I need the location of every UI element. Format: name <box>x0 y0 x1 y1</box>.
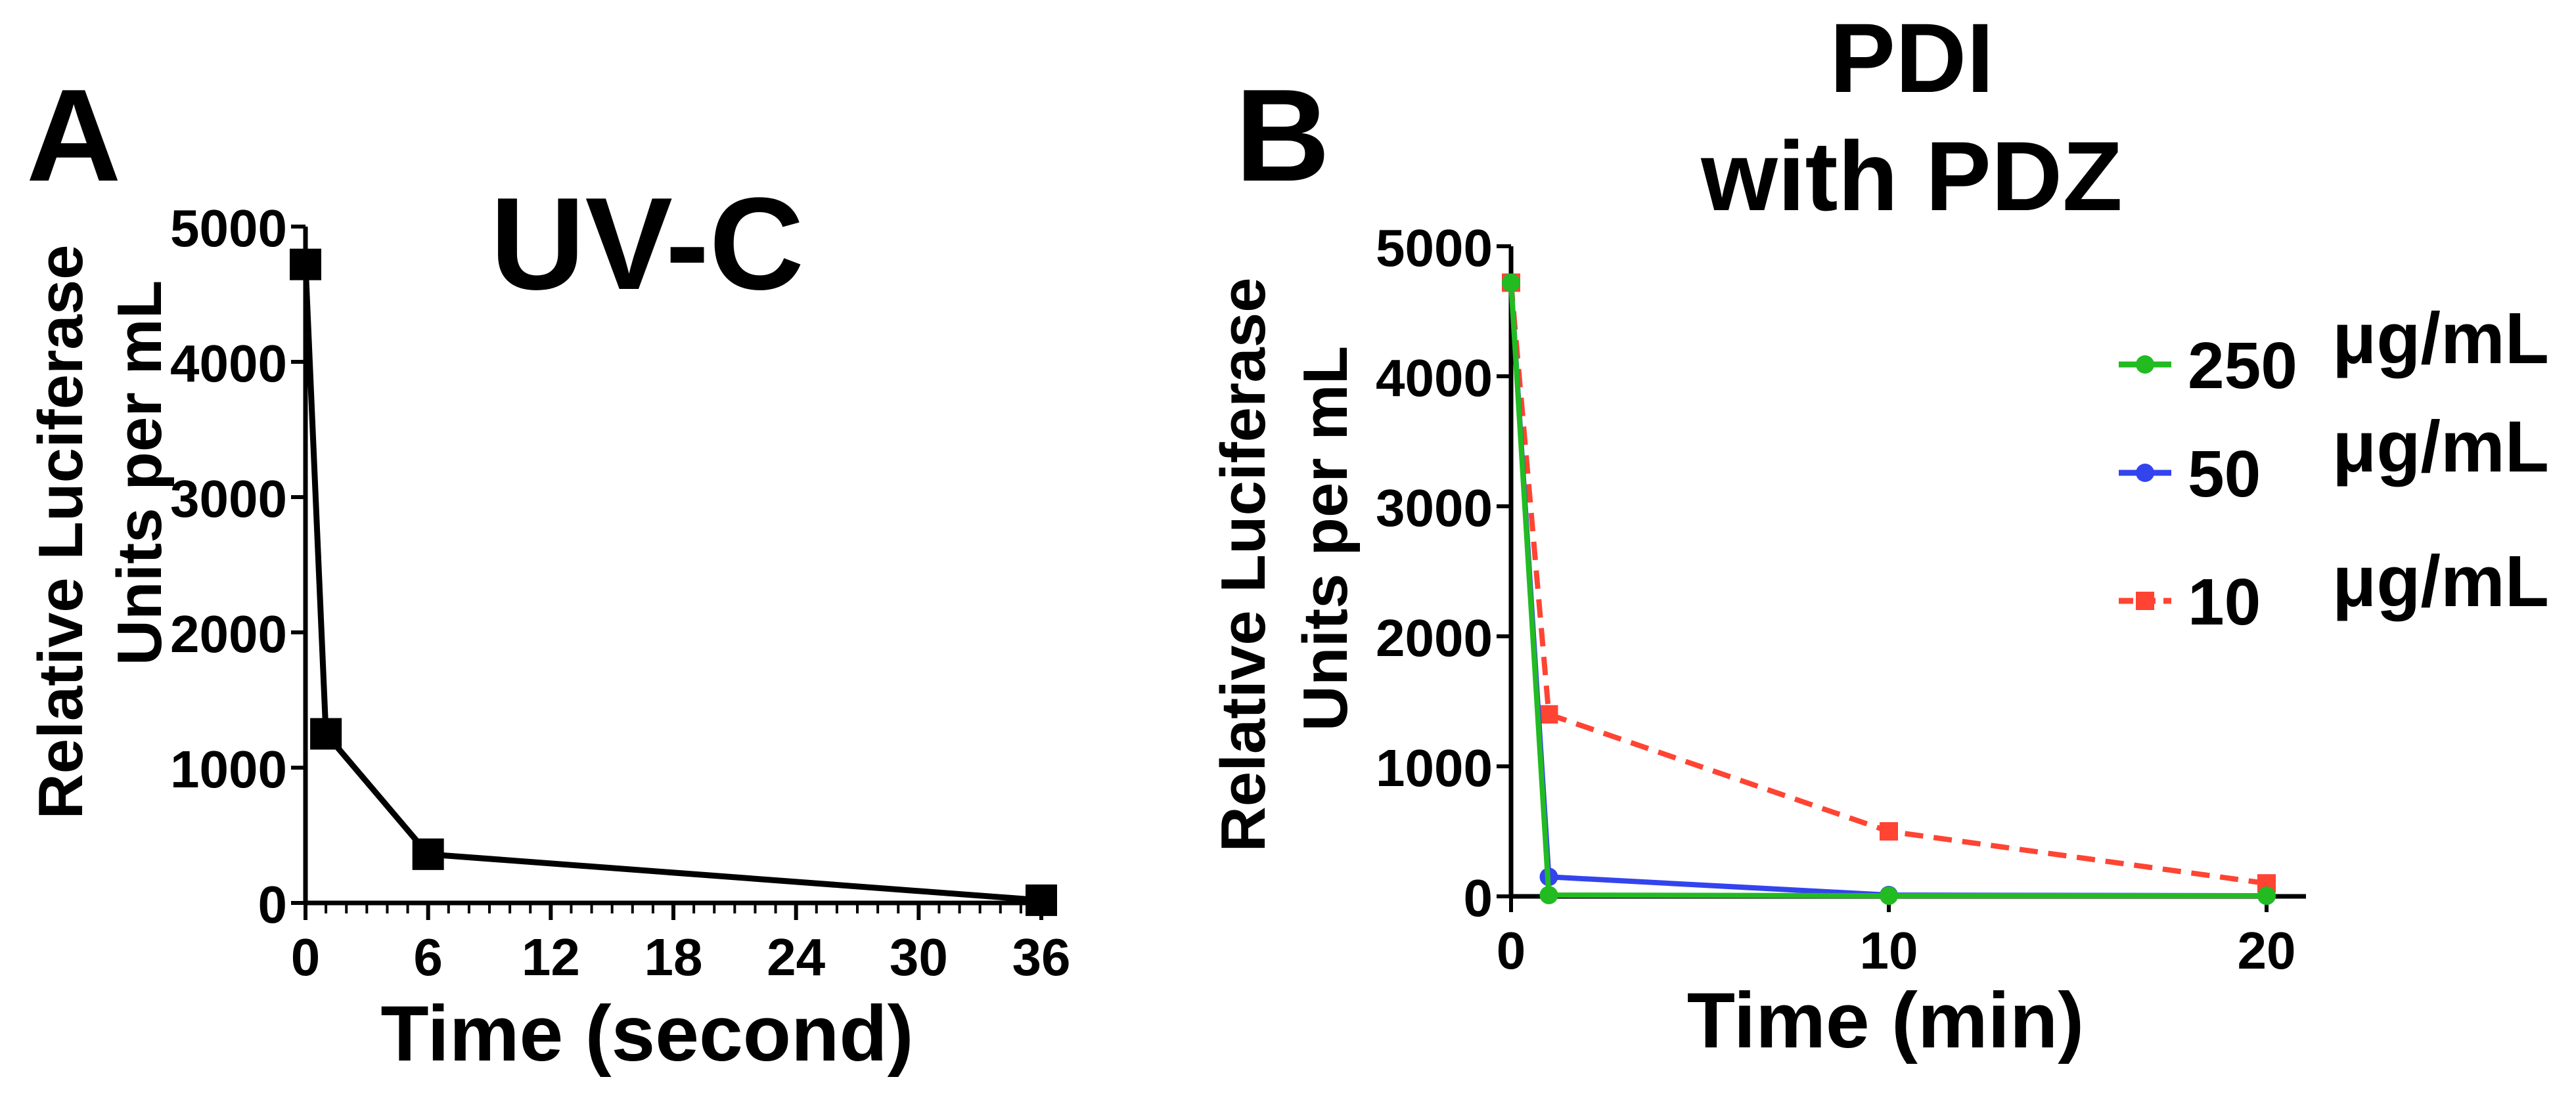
panel-b-xlabel: Time (min) <box>1687 976 2085 1064</box>
panel-b-data-point <box>2257 887 2276 906</box>
panel-b-y-tick-label: 2000 <box>1376 609 1493 667</box>
panel-b-y-tick-label: 3000 <box>1376 479 1493 537</box>
panel-b-data-point <box>1880 887 1898 906</box>
panel-a-x-tick-label: 36 <box>1012 928 1071 986</box>
panel-b-data-point <box>1880 822 1898 841</box>
panel-b-y-tick-label: 4000 <box>1376 349 1493 407</box>
panel-a-y-tick-label: 3000 <box>170 470 287 528</box>
panel-b-title-line1: PDI <box>1830 3 1994 113</box>
panel-b-series-line <box>1508 282 2267 899</box>
panel-a-series-line <box>302 264 1042 904</box>
panel-b-y-tick-label: 1000 <box>1376 739 1493 797</box>
panel-a-data-point <box>310 718 342 750</box>
panel-a-data-point <box>412 838 444 870</box>
panel-a-xlabel: Time (second) <box>380 990 913 1078</box>
panel-b-data-point <box>1539 705 1558 724</box>
panel-b-series-line <box>1508 282 2267 899</box>
panel-b-y-tick-label: 0 <box>1464 869 1493 927</box>
panel-b-data-point <box>1539 886 1558 905</box>
legend-swatch-marker <box>2136 592 2154 610</box>
panel-b-series <box>1502 273 2276 906</box>
panel-b-legend: 250 μg/mL 50 μg/mL 10 μg/mL <box>2119 298 2549 639</box>
panel-a-ylabel-line1: Relative Luciferase <box>26 244 96 819</box>
legend-series-name: 250 <box>2188 329 2297 403</box>
panel-b-axes: 0 1000 2000 3000 4000 5000 0 10 20 <box>1376 219 2306 980</box>
legend-series-name: 50 <box>2188 437 2261 511</box>
panel-a-x-tick-label: 12 <box>522 928 580 986</box>
panel-a-y-tick-label: 2000 <box>170 605 287 663</box>
panel-a-y-tick-label: 1000 <box>170 740 287 799</box>
panel-b-x-tick-label: 20 <box>2238 921 2296 980</box>
panel-a-ylabel-line2: Units per mL <box>104 280 175 666</box>
panel-a-y-tick-label: 0 <box>258 875 288 934</box>
legend-swatch-marker <box>2136 355 2154 374</box>
panel-b-title-line2: with PDZ <box>1700 121 2123 231</box>
legend-swatch-marker <box>2136 464 2154 482</box>
panel-a-y-tick-label: 4000 <box>170 334 287 393</box>
panel-a-x-tick-label: 6 <box>413 928 443 986</box>
panel-a-title: UV-C <box>490 171 804 317</box>
panel-a-y-tick-label: 5000 <box>170 199 287 257</box>
legend-series-unit: μg/mL <box>2332 541 2549 622</box>
legend-series-name: 10 <box>2188 565 2261 639</box>
panel-a-x-tick-label: 24 <box>767 928 825 986</box>
panel-a-data-point <box>290 248 321 280</box>
panel-b-ylabel-line2: Units per mL <box>1290 346 1361 732</box>
panel-a-x-tick-label: 30 <box>890 928 948 986</box>
panel-a-x-tick-label: 18 <box>644 928 703 986</box>
panel-b-series-line <box>1508 282 2267 887</box>
panel-b-label: B <box>1235 62 1330 209</box>
panel-a-label: A <box>26 62 121 209</box>
panel-a-data-point <box>1026 884 1057 916</box>
legend-series-unit: μg/mL <box>2332 406 2549 487</box>
panel-b-data-point <box>1502 273 1520 292</box>
panel-b-y-tick-label: 5000 <box>1376 219 1493 277</box>
legend-series-unit: μg/mL <box>2332 298 2549 379</box>
panel-b-ylabel-line1: Relative Luciferase <box>1208 277 1278 852</box>
panel-b: B PDI with PDZ Relative Luciferase Units… <box>1208 3 2549 1064</box>
panel-a-x-tick-label: 0 <box>291 928 321 986</box>
panel-b-x-tick-label: 10 <box>1860 921 1918 980</box>
panel-a-series <box>290 248 1057 916</box>
panel-b-x-tick-label: 0 <box>1497 921 1526 980</box>
panel-a: A UV-C Relative Luciferase Units per mL … <box>26 62 1070 1078</box>
panel-a-axes: 0 1000 2000 3000 4000 5000 0 6 12 18 24 30 36 <box>170 199 1070 986</box>
